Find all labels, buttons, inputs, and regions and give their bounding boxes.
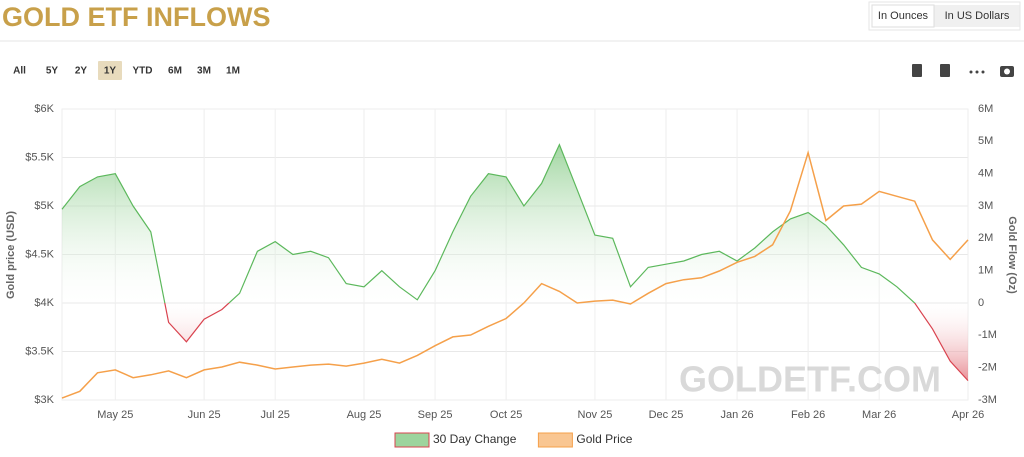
y-tick-label: $5.5K xyxy=(25,151,54,163)
chart-title: GOLD ETF INFLOWS xyxy=(2,2,270,32)
x-tick-label: Jul 25 xyxy=(260,409,289,421)
y2-tick-label: -3M xyxy=(978,394,997,406)
icon-code[interactable] xyxy=(912,64,922,77)
range-button[interactable]: 2Y xyxy=(75,66,88,77)
unit-toggle-bg[interactable] xyxy=(871,4,935,28)
y-tick-label: $4.5K xyxy=(25,248,54,260)
range-button[interactable]: All xyxy=(13,66,26,77)
range-button[interactable]: YTD xyxy=(133,66,153,77)
x-tick-label: Feb 26 xyxy=(791,409,825,421)
flow-area xyxy=(62,144,968,381)
y2-tick-label: -1M xyxy=(978,329,997,341)
x-tick-label: Jun 25 xyxy=(188,409,221,421)
x-tick-label: Dec 25 xyxy=(649,409,684,421)
x-tick-label: Sep 25 xyxy=(418,409,453,421)
y2-tick-label: 3M xyxy=(978,200,993,212)
y2-tick-label: 6M xyxy=(978,103,993,115)
legend-swatch[interactable] xyxy=(537,432,573,448)
x-tick-label: Oct 25 xyxy=(490,409,522,421)
x-tick-label: Nov 25 xyxy=(578,409,613,421)
y2-tick-label: 4M xyxy=(978,168,993,180)
x-tick-label: Aug 25 xyxy=(347,409,382,421)
range-button[interactable]: 1Y xyxy=(104,66,117,77)
range-button-bg[interactable] xyxy=(98,61,122,80)
range-button[interactable]: 6M xyxy=(168,66,182,77)
unit-toggle[interactable]: In US Dollars xyxy=(945,10,1010,22)
x-tick-label: Apr 26 xyxy=(952,409,984,421)
y-axis-title: Gold price (USD) xyxy=(5,211,17,299)
y-tick-label: $6K xyxy=(34,103,54,115)
watermark: GOLDETF.COM xyxy=(679,359,941,400)
legend-swatch[interactable] xyxy=(394,432,430,448)
icon-more[interactable] xyxy=(969,70,985,74)
y-tick-label: $4K xyxy=(34,297,54,309)
legend-label[interactable]: 30 Day Change xyxy=(433,432,517,446)
y2-tick-label: 2M xyxy=(978,232,993,244)
x-tick-label: Jan 26 xyxy=(721,409,754,421)
x-tick-label: May 25 xyxy=(97,409,133,421)
icon-csv[interactable] xyxy=(940,64,950,77)
y2-tick-label: 0 xyxy=(978,297,984,309)
y2-tick-label: -2M xyxy=(978,362,997,374)
y-tick-label: $5K xyxy=(34,200,54,212)
price-line xyxy=(61,149,969,399)
y2-tick-label: 5M xyxy=(978,135,993,147)
range-button[interactable]: 5Y xyxy=(46,66,59,77)
unit-toggle-frame xyxy=(868,1,1021,31)
icon-camera[interactable] xyxy=(1000,66,1014,77)
y2-axis-title: Gold Flow (Oz) xyxy=(1006,216,1018,294)
toolbar-icons xyxy=(912,64,1014,77)
y-tick-label: $3.5K xyxy=(25,345,54,357)
flow-line xyxy=(61,143,969,382)
y-tick-label: $3K xyxy=(34,394,54,406)
legend-label[interactable]: Gold Price xyxy=(576,432,632,446)
range-button[interactable]: 1M xyxy=(226,66,240,77)
y2-tick-label: 1M xyxy=(978,265,993,277)
unit-toggle[interactable]: In Ounces xyxy=(878,10,929,22)
x-tick-label: Mar 26 xyxy=(862,409,896,421)
range-button[interactable]: 3M xyxy=(197,66,211,77)
unit-toggle-bg[interactable] xyxy=(934,5,1020,27)
